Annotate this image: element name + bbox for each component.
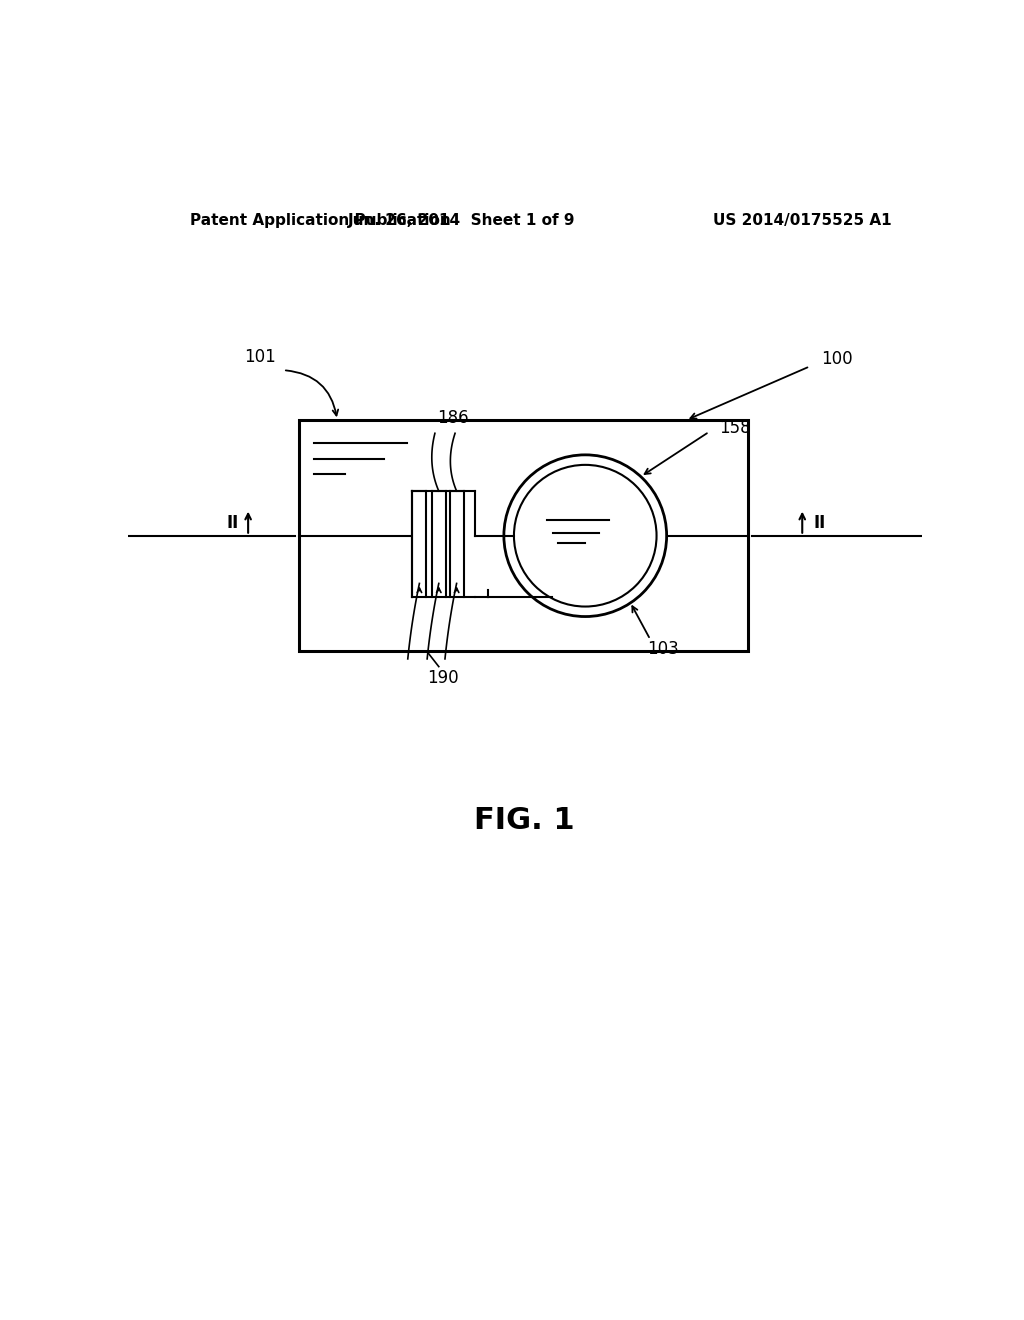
Text: 158: 158: [719, 418, 751, 437]
Text: 103: 103: [647, 640, 679, 657]
Text: II: II: [226, 513, 239, 532]
Bar: [299, 420, 748, 651]
Text: Patent Application Publication: Patent Application Publication: [190, 213, 451, 227]
Text: US 2014/0175525 A1: US 2014/0175525 A1: [713, 213, 892, 227]
Text: 186: 186: [437, 409, 469, 426]
Text: 101: 101: [244, 348, 275, 366]
Text: 100: 100: [821, 350, 853, 367]
Text: FIG. 1: FIG. 1: [474, 807, 575, 836]
Text: II: II: [813, 513, 825, 532]
Text: Jun. 26, 2014  Sheet 1 of 9: Jun. 26, 2014 Sheet 1 of 9: [347, 213, 575, 227]
Text: 190: 190: [427, 669, 459, 688]
